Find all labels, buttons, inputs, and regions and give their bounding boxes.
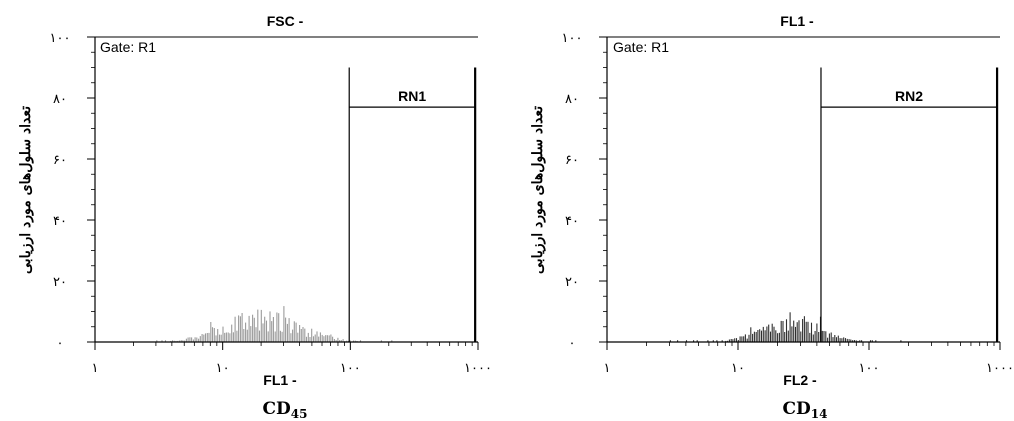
x-tick-label: ۱: [92, 361, 99, 376]
axes-group: [94, 36, 478, 343]
histogram-panel-cd45: ۱ ۱۰ ۱۰۰ ۱۰۰۰ ۰ ۲۰ ۴۰ ۶۰ ۸۰ ۱۰۰ RN1 FSC - Gate: R…: [18, 13, 492, 421]
marker-label-text: CD: [783, 399, 812, 419]
y-tick-label: ۶۰: [565, 153, 579, 168]
y-axis-label: تعداد سلول‌های مورد ارزیابی: [530, 106, 546, 274]
x-tick-label: ۱۰۰۰: [464, 361, 492, 376]
y-tick-label: ۸۰: [565, 92, 579, 107]
x-tick-label: ۱: [604, 361, 611, 376]
y-tick-label: ۰: [57, 336, 64, 351]
bars-group: [156, 306, 393, 342]
region-label: RN2: [895, 88, 923, 104]
x-tick-label: ۱۰۰: [859, 361, 880, 376]
region-group: RN1: [348, 67, 477, 342]
marker-label: CD45: [263, 399, 308, 421]
histogram-panel-cd14: ۱ ۱۰ ۱۰۰ ۱۰۰۰ ۰ ۲۰ ۴۰ ۶۰ ۸۰ ۱۰۰ RN2 FL1 - Gate: R…: [507, 0, 1014, 421]
axes-group: [606, 36, 1000, 343]
marker-label-text: CD: [263, 399, 292, 419]
region-label: RN1: [398, 88, 426, 104]
y-tick-label: ۲۰: [565, 275, 579, 290]
x-tick-label: ۱۰۰۰: [986, 361, 1014, 376]
marker-label-subscript: 14: [811, 407, 828, 421]
y-tick-label: ۶۰: [53, 153, 67, 168]
gate-label: Gate: R1: [613, 39, 669, 55]
y-axis-label: تعداد سلول‌های مورد ارزیابی: [18, 106, 34, 274]
y-tick-label: ۰: [569, 336, 576, 351]
x-tick-label: ۱۰: [216, 361, 230, 376]
x-tick-label: ۱۰۰: [340, 361, 361, 376]
chart-title: FSC -: [267, 13, 304, 29]
x-axis-label: FL1 -: [263, 372, 297, 388]
chart-svg-cd14: ۱ ۱۰ ۱۰۰ ۱۰۰۰ ۰ ۲۰ ۴۰ ۶۰ ۸۰ ۱۰۰ RN2 FL1 - Gate: R…: [530, 13, 1014, 421]
y-tick-label: ۴۰: [565, 214, 579, 229]
marker-label-subscript: 45: [291, 407, 308, 421]
y-tick-label: ۸۰: [53, 92, 67, 107]
ticks-group: ۱ ۱۰ ۱۰۰ ۱۰۰۰ ۰ ۲۰ ۴۰ ۶۰ ۸۰ ۱۰۰: [50, 31, 492, 376]
y-tick-label: ۱۰۰: [50, 31, 71, 46]
x-axis-label: FL2 -: [783, 372, 817, 388]
region-group: RN2: [820, 67, 999, 342]
chart-title: FL1 -: [780, 13, 814, 29]
chart-svg-cd45: ۱ ۱۰ ۱۰۰ ۱۰۰۰ ۰ ۲۰ ۴۰ ۶۰ ۸۰ ۱۰۰ RN1 FSC - Gate: R…: [18, 13, 492, 421]
ticks-group: ۱ ۱۰ ۱۰۰ ۱۰۰۰ ۰ ۲۰ ۴۰ ۶۰ ۸۰ ۱۰۰: [562, 31, 1014, 376]
x-tick-label: ۱۰: [731, 361, 745, 376]
y-tick-label: ۱۰۰: [562, 31, 583, 46]
y-tick-label: ۴۰: [53, 214, 67, 229]
gate-label: Gate: R1: [100, 39, 156, 55]
y-tick-label: ۲۰: [53, 275, 67, 290]
marker-label: CD14: [783, 399, 828, 421]
bars-group: [669, 312, 902, 342]
